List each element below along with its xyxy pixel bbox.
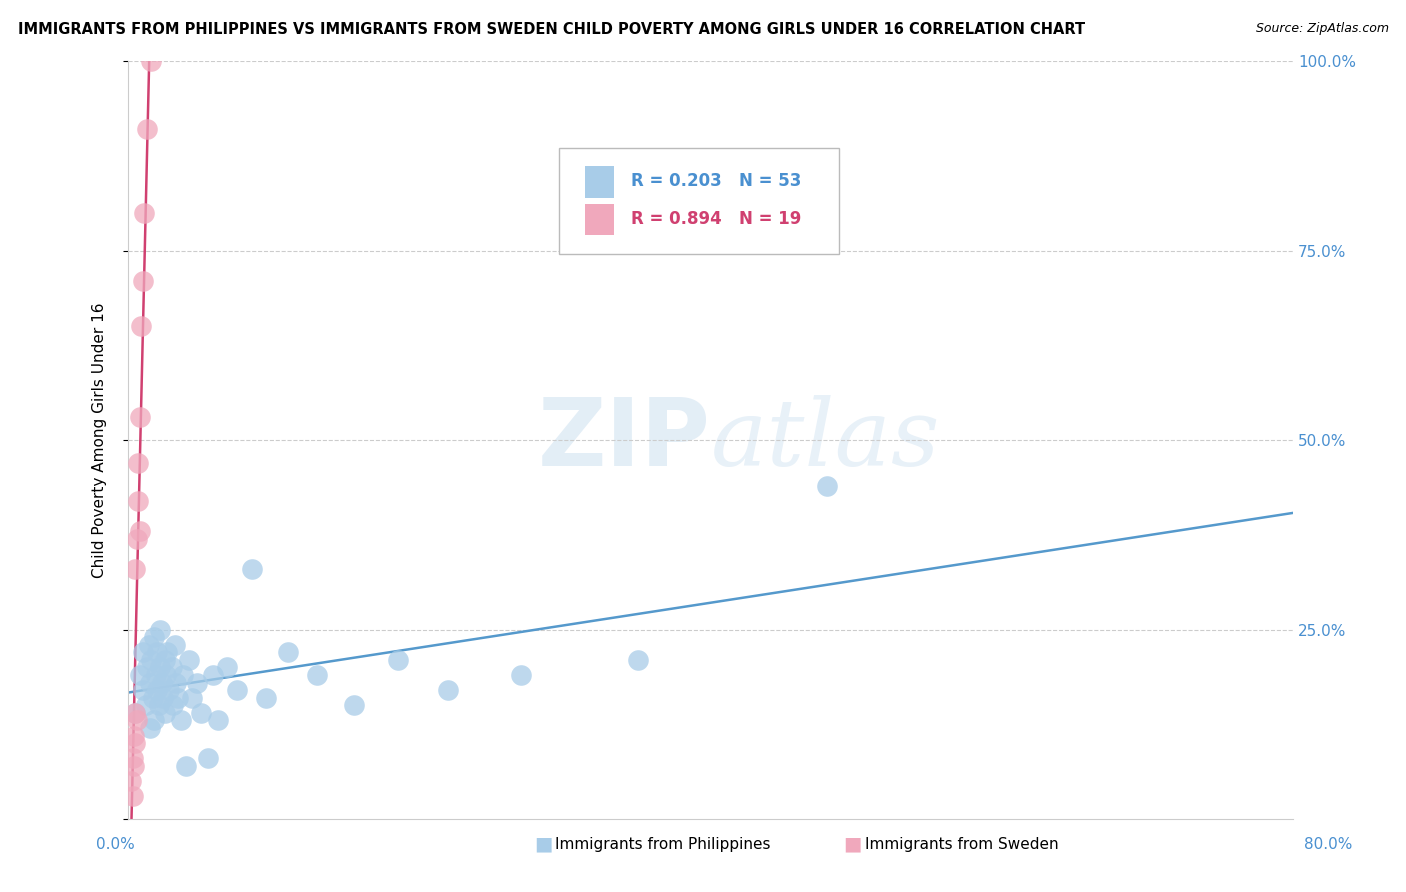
- Point: [121, 751, 143, 765]
- Point: [166, 690, 188, 705]
- Point: [148, 698, 170, 713]
- Point: [162, 698, 184, 713]
- Point: [150, 675, 173, 690]
- Point: [155, 668, 177, 682]
- Point: [122, 729, 145, 743]
- Point: [256, 690, 278, 705]
- Point: [124, 706, 146, 720]
- Point: [217, 660, 239, 674]
- Text: Immigrants from Philippines: Immigrants from Philippines: [555, 838, 770, 852]
- Point: [165, 675, 187, 690]
- Point: [152, 690, 174, 705]
- Point: [136, 122, 159, 136]
- Point: [179, 653, 201, 667]
- Point: [132, 645, 155, 659]
- Point: [186, 675, 208, 690]
- Point: [121, 789, 143, 804]
- Text: atlas: atlas: [710, 395, 941, 485]
- Text: R = 0.894   N = 19: R = 0.894 N = 19: [631, 210, 801, 227]
- Point: [132, 683, 155, 698]
- Point: [124, 706, 146, 720]
- Point: [201, 668, 224, 682]
- Point: [169, 714, 191, 728]
- Point: [510, 668, 533, 682]
- Point: [139, 721, 162, 735]
- Point: [176, 759, 198, 773]
- Text: ZIP: ZIP: [537, 394, 710, 486]
- Point: [143, 630, 166, 644]
- Text: 80.0%: 80.0%: [1305, 838, 1353, 852]
- Text: 0.0%: 0.0%: [96, 838, 135, 852]
- Point: [128, 410, 150, 425]
- Point: [153, 706, 176, 720]
- Point: [128, 524, 150, 538]
- Point: [149, 660, 172, 674]
- Point: [627, 653, 650, 667]
- Point: [127, 456, 149, 470]
- Point: [181, 690, 204, 705]
- Point: [307, 668, 329, 682]
- Point: [149, 623, 172, 637]
- Point: [145, 668, 167, 682]
- Point: [138, 638, 160, 652]
- Text: IMMIGRANTS FROM PHILIPPINES VS IMMIGRANTS FROM SWEDEN CHILD POVERTY AMONG GIRLS : IMMIGRANTS FROM PHILIPPINES VS IMMIGRANT…: [18, 22, 1085, 37]
- Point: [124, 562, 146, 576]
- Text: ■: ■: [534, 834, 553, 853]
- Point: [157, 683, 180, 698]
- Point: [125, 532, 148, 546]
- Text: ■: ■: [844, 834, 862, 853]
- Point: [129, 319, 152, 334]
- FancyBboxPatch shape: [560, 148, 839, 254]
- Point: [160, 660, 183, 674]
- Point: [128, 668, 150, 682]
- Point: [190, 706, 212, 720]
- Point: [163, 638, 186, 652]
- Y-axis label: Child Poverty Among Girls Under 16: Child Poverty Among Girls Under 16: [93, 302, 107, 578]
- FancyBboxPatch shape: [585, 166, 614, 197]
- Point: [146, 683, 169, 698]
- FancyBboxPatch shape: [585, 203, 614, 235]
- Point: [120, 774, 142, 789]
- Point: [141, 653, 163, 667]
- Text: Immigrants from Sweden: Immigrants from Sweden: [865, 838, 1059, 852]
- Point: [122, 759, 145, 773]
- Point: [125, 714, 148, 728]
- Text: R = 0.203   N = 53: R = 0.203 N = 53: [631, 172, 801, 190]
- Point: [135, 698, 157, 713]
- Text: Source: ZipAtlas.com: Source: ZipAtlas.com: [1256, 22, 1389, 36]
- Point: [132, 274, 155, 288]
- Point: [142, 690, 165, 705]
- Point: [153, 653, 176, 667]
- Point: [136, 660, 159, 674]
- Point: [127, 493, 149, 508]
- Point: [226, 683, 249, 698]
- Point: [141, 54, 163, 69]
- Point: [815, 478, 838, 492]
- Point: [134, 205, 156, 219]
- Point: [387, 653, 409, 667]
- Point: [437, 683, 460, 698]
- Point: [173, 668, 195, 682]
- Point: [143, 714, 166, 728]
- Point: [146, 645, 169, 659]
- Point: [277, 645, 299, 659]
- Point: [156, 645, 179, 659]
- Point: [139, 675, 162, 690]
- Point: [207, 714, 229, 728]
- Point: [124, 736, 146, 750]
- Point: [240, 562, 263, 576]
- Point: [343, 698, 366, 713]
- Point: [197, 751, 219, 765]
